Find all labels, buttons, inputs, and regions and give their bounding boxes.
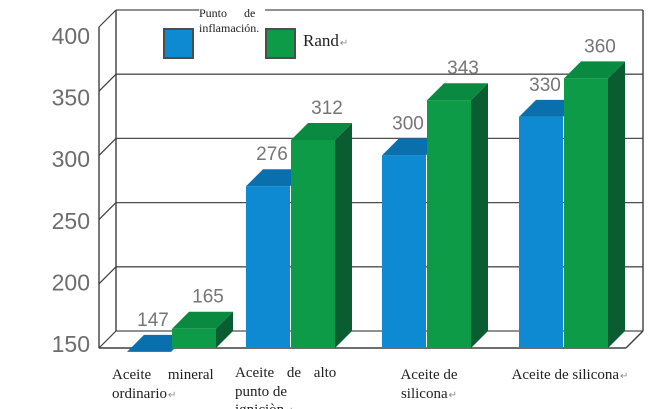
value-label-series1-0: 147 [137, 310, 169, 331]
y-tick-label-150: 150 [52, 331, 90, 357]
category-label-3: Aceite de silicona↵ [505, 366, 635, 387]
category-label-line: ordinario↵ [112, 385, 177, 402]
bar-side-series2-3 [608, 61, 625, 349]
bar-front-series1-1 [246, 186, 290, 348]
value-label-series2-3: 360 [584, 36, 616, 57]
category-label-1: Aceite de alto punto de igniciòn↵↵ [235, 364, 337, 409]
tick-connector-350 [98, 73, 117, 92]
bar-front-series2-3 [564, 78, 608, 349]
return-mark-icon: ↵ [448, 389, 458, 401]
bar-top-series2-2 [427, 83, 488, 101]
bar-front-series2-2 [427, 100, 471, 348]
category-label-line: punto de igniciòn↵ [235, 383, 337, 409]
tick-connector-250 [98, 202, 117, 221]
tick-connector-200 [98, 266, 117, 285]
category-label-line: silicona↵ [400, 385, 458, 402]
value-label-series1-2: 300 [392, 113, 424, 134]
return-mark-icon: ↵ [285, 406, 293, 409]
legend-label-series1: Punto de inflamación. [199, 6, 265, 36]
legend-series1-line2: inflamación. [199, 21, 260, 35]
category-label-line: Aceite de alto [235, 365, 337, 381]
y-tick-label-300: 300 [52, 146, 90, 172]
legend-label-series2: Rand↵ [303, 31, 349, 51]
y-tick-label-350: 350 [52, 85, 90, 111]
value-label-series2-2: 343 [447, 58, 479, 79]
value-label-series2-1: 312 [311, 98, 343, 119]
tick-connector-400 [98, 9, 117, 28]
bar-side-series2-1 [335, 122, 352, 348]
bar-front-series1-2 [382, 155, 426, 348]
y-tick-label-400: 400 [52, 23, 90, 49]
category-label-0: Aceite mineral ordinario↵ [112, 366, 216, 405]
bar-top-series2-0 [172, 311, 233, 329]
category-label-line: Aceite de silicona↵ [511, 367, 629, 383]
bar-top-series2-1 [291, 122, 352, 140]
category-label-2: Aceite de silicona↵ [383, 366, 475, 405]
category-label-line: Aceite de [400, 367, 458, 383]
legend-series1-line1: Punto de [199, 6, 256, 20]
legend-swatch-series1 [163, 28, 194, 59]
bar-side-series2-2 [471, 83, 488, 349]
category-label-line: Aceite mineral [112, 367, 214, 383]
value-label-series2-0: 165 [192, 287, 224, 308]
floor-right-edge [625, 330, 644, 349]
legend-series2-text: Rand [303, 31, 339, 50]
y-tick-label-250: 250 [52, 208, 90, 234]
tick-connector-150 [98, 330, 117, 349]
y-tick-label-200: 200 [52, 269, 90, 295]
value-label-series1-1: 276 [256, 144, 288, 165]
bar-front-series1-3 [519, 116, 563, 348]
return-mark-icon: ↵ [620, 371, 629, 382]
return-mark-icon: ↵ [339, 38, 349, 49]
bar-front-series2-0 [172, 328, 216, 348]
bar-front-series2-1 [291, 139, 335, 348]
bar-side-series2-0 [216, 311, 233, 348]
bar-top-series2-3 [564, 61, 625, 79]
return-mark-icon: ↵ [167, 389, 177, 401]
value-label-series1-3: 330 [529, 75, 561, 96]
tick-connector-300 [98, 137, 117, 156]
legend-swatch-series2 [265, 28, 296, 59]
